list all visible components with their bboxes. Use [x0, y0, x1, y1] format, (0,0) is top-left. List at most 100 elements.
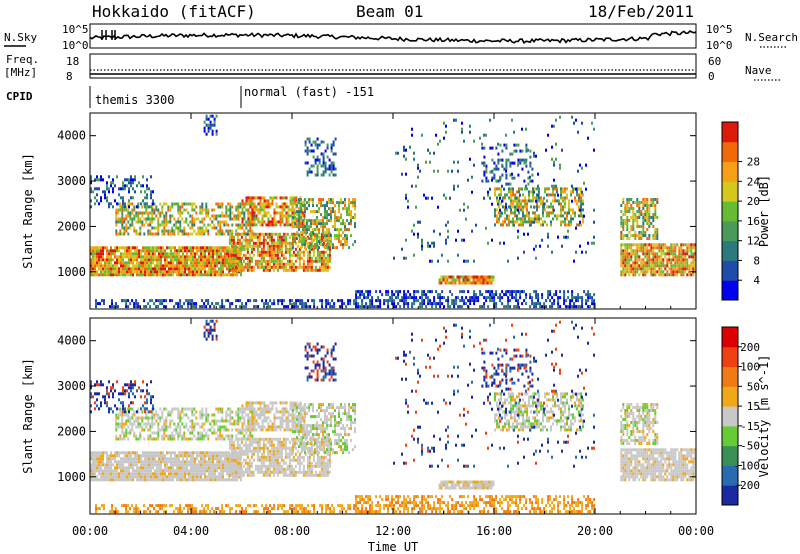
heatmap-cell: [115, 302, 117, 306]
heatmap-cell: [148, 469, 150, 473]
heatmap-cell: [190, 469, 192, 473]
heatmap-cell: [642, 228, 645, 231]
heatmap-cell: [306, 253, 309, 257]
heatmap-cell: [184, 264, 186, 268]
heatmap-cell: [254, 244, 257, 248]
heatmap-cell: [306, 265, 309, 269]
heatmap-cell: [391, 296, 394, 300]
heatmap-cell: [210, 472, 212, 476]
heatmap-cell: [520, 223, 522, 227]
heatmap-cell: [266, 262, 269, 266]
heatmap-cell: [216, 255, 218, 259]
heatmap-cell: [465, 296, 468, 300]
heatmap-cell: [296, 225, 298, 229]
heatmap-cell: [103, 299, 105, 303]
heatmap-cell: [518, 205, 520, 209]
heatmap-cell: [226, 246, 228, 250]
heatmap-cell: [226, 460, 228, 464]
heatmap-cell: [397, 290, 400, 294]
heatmap-cell: [572, 217, 574, 221]
heatmap-cell: [324, 268, 327, 272]
heatmap-cell: [108, 478, 110, 482]
heatmap-cell: [192, 472, 194, 476]
heatmap-cell: [136, 475, 138, 479]
heatmap-cell: [491, 178, 493, 182]
heatmap-cell: [369, 302, 372, 306]
heatmap-cell: [154, 457, 156, 461]
heatmap-cell: [650, 201, 653, 204]
heatmap-cell: [115, 220, 118, 224]
heatmap-cell: [210, 249, 212, 253]
heatmap-cell: [126, 469, 128, 473]
heatmap-cell: [148, 187, 150, 191]
heatmap-cell: [122, 469, 124, 473]
heatmap-cell: [467, 305, 470, 309]
heatmap-cell: [656, 237, 659, 240]
heatmap-cell: [332, 164, 335, 168]
heatmap-cell: [177, 302, 180, 306]
heatmap-cell: [325, 299, 328, 303]
heatmap-cell: [108, 258, 110, 262]
heatmap-cell: [189, 232, 192, 236]
heatmap-cell: [509, 299, 512, 303]
heatmap-cell: [189, 202, 192, 206]
heatmap-cell: [243, 211, 246, 215]
heatmap-cell: [454, 281, 457, 285]
heatmap-cell: [111, 305, 113, 309]
heatmap-cell: [285, 202, 288, 206]
heatmap-cell: [644, 264, 647, 268]
heatmap-cell: [108, 454, 110, 458]
heatmap-cell: [176, 267, 178, 271]
heatmap-cell: [515, 149, 518, 153]
heatmap-cell: [112, 252, 114, 256]
heatmap-cell: [680, 246, 683, 250]
heatmap-cell: [676, 258, 679, 262]
heatmap-cell: [513, 305, 516, 309]
heatmap-cell: [138, 478, 140, 482]
heatmap-cell: [318, 228, 320, 232]
heatmap-cell: [338, 231, 340, 235]
heatmap-cell: [279, 220, 282, 224]
heatmap-cell: [198, 460, 200, 464]
heatmap-cell: [276, 241, 279, 245]
heatmap-cell: [149, 299, 152, 303]
heatmap-cell: [273, 299, 276, 303]
heatmap-cell: [284, 250, 287, 254]
heatmap-cell: [156, 267, 158, 271]
heatmap-cell: [224, 261, 226, 265]
heatmap-cell: [249, 199, 252, 203]
heatmap-cell: [553, 160, 555, 164]
heatmap-cell: [202, 246, 204, 250]
heatmap-cell: [451, 293, 454, 297]
heatmap-cell: [221, 229, 224, 233]
heatmap-cell: [658, 270, 661, 274]
heatmap-cell: [205, 229, 208, 233]
heatmap-cell: [198, 261, 200, 265]
heatmap-cell: [173, 217, 176, 221]
heatmap-cell: [648, 255, 651, 259]
heatmap-cell: [276, 247, 279, 251]
heatmap-cell: [136, 454, 138, 458]
heatmap-cell: [262, 259, 265, 263]
heatmap-cell: [316, 146, 319, 150]
heatmap-cell: [257, 196, 260, 200]
heatmap-cell: [646, 261, 649, 265]
heatmap-cell: [259, 199, 262, 203]
heatmap-cell: [328, 173, 331, 177]
heatmap-cell: [238, 268, 241, 272]
heatmap-cell: [238, 238, 241, 242]
heatmap-cell: [638, 204, 641, 207]
heatmap-cell: [201, 226, 204, 230]
heatmap-cell: [308, 247, 311, 251]
heatmap-cell: [133, 302, 136, 306]
heatmap-cell: [270, 247, 273, 251]
heatmap-cell: [668, 255, 671, 259]
heatmap-cell: [183, 302, 186, 306]
heatmap-cell: [115, 434, 118, 438]
heatmap-cell: [419, 169, 421, 173]
heatmap-cell: [634, 261, 637, 265]
heatmap-cell: [634, 267, 637, 271]
heatmap-cell: [522, 214, 524, 218]
heatmap-cell: [564, 220, 566, 224]
heatmap-cell: [326, 155, 329, 159]
